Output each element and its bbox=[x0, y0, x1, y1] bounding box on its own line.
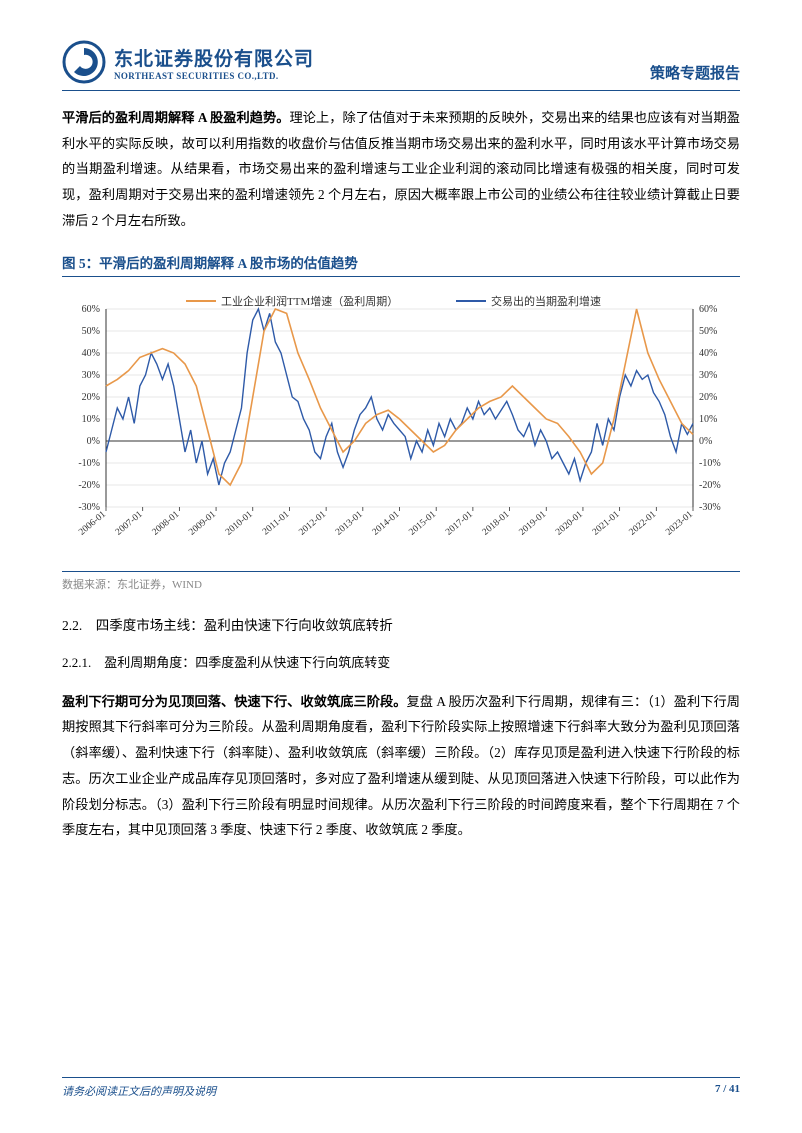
svg-text:20%: 20% bbox=[82, 392, 100, 403]
svg-text:2021-01: 2021-01 bbox=[591, 509, 622, 537]
svg-text:2022-01: 2022-01 bbox=[628, 509, 659, 537]
svg-text:-20%: -20% bbox=[699, 480, 721, 491]
svg-text:2018-01: 2018-01 bbox=[481, 509, 512, 537]
figure5-chart: -30% -30% -20% -20% -10% -10% 0% 0% 10% 10% 20% 20%… bbox=[62, 287, 740, 567]
para1-bold: 平滑后的盈利周期解释 A 股盈利趋势。 bbox=[62, 110, 290, 125]
svg-text:-30%: -30% bbox=[699, 502, 721, 513]
svg-text:2023-01: 2023-01 bbox=[664, 509, 695, 537]
svg-text:-10%: -10% bbox=[78, 458, 100, 469]
svg-text:2007-01: 2007-01 bbox=[114, 509, 145, 537]
report-type-label: 策略专题报告 bbox=[650, 62, 740, 83]
svg-text:2020-01: 2020-01 bbox=[554, 509, 585, 537]
company-logo-icon bbox=[62, 40, 106, 84]
svg-text:0%: 0% bbox=[87, 436, 100, 447]
svg-text:-20%: -20% bbox=[78, 480, 100, 491]
svg-text:2014-01: 2014-01 bbox=[371, 509, 402, 537]
page-footer: 请务必阅读正文后的声明及说明 7 / 41 bbox=[62, 1077, 740, 1099]
svg-text:50%: 50% bbox=[82, 326, 100, 337]
svg-text:-30%: -30% bbox=[78, 502, 100, 513]
footer-disclaimer: 请务必阅读正文后的声明及说明 bbox=[62, 1083, 216, 1099]
svg-text:2013-01: 2013-01 bbox=[334, 509, 365, 537]
section-2-2-1-heading: 2.2.1. 盈利周期角度：四季度盈利从快速下行向筑底转变 bbox=[62, 652, 740, 671]
para2-bold: 盈利下行期可分为见顶回落、快速下行、收敛筑底三阶段。 bbox=[62, 694, 407, 709]
svg-text:60%: 60% bbox=[699, 304, 717, 315]
svg-text:50%: 50% bbox=[699, 326, 717, 337]
svg-text:2009-01: 2009-01 bbox=[187, 509, 218, 537]
svg-text:30%: 30% bbox=[82, 370, 100, 381]
svg-text:0%: 0% bbox=[699, 436, 712, 447]
svg-text:60%: 60% bbox=[82, 304, 100, 315]
svg-text:40%: 40% bbox=[82, 348, 100, 359]
para1-rest: 理论上，除了估值对于未来预期的反映外，交易出来的结果也应该有对当期盈利水平的实际… bbox=[62, 110, 740, 228]
svg-text:2011-01: 2011-01 bbox=[261, 509, 292, 537]
svg-text:10%: 10% bbox=[699, 414, 717, 425]
svg-text:40%: 40% bbox=[699, 348, 717, 359]
company-name-en: NORTHEAST SECURITIES CO.,LTD. bbox=[114, 71, 314, 81]
svg-text:10%: 10% bbox=[82, 414, 100, 425]
paragraph-2: 盈利下行期可分为见顶回落、快速下行、收敛筑底三阶段。复盘 A 股历次盈利下行周期… bbox=[62, 689, 740, 843]
section-2-2-heading: 2.2. 四季度市场主线：盈利由快速下行向收敛筑底转折 bbox=[62, 614, 740, 634]
svg-text:交易出的当期盈利增速: 交易出的当期盈利增速 bbox=[491, 294, 601, 308]
svg-text:2010-01: 2010-01 bbox=[224, 509, 255, 537]
svg-text:2017-01: 2017-01 bbox=[444, 509, 475, 537]
svg-text:2015-01: 2015-01 bbox=[407, 509, 438, 537]
figure5-title: 图 5：平滑后的盈利周期解释 A 股市场的估值趋势 bbox=[62, 252, 740, 277]
para2-rest: 复盘 A 股历次盈利下行周期，规律有三：（1）盈利下行周期按照其下行斜率可分为三… bbox=[62, 694, 740, 838]
svg-text:工业企业利润TTM增速（盈利周期）: 工业企业利润TTM增速（盈利周期） bbox=[221, 294, 398, 308]
svg-text:20%: 20% bbox=[699, 392, 717, 403]
svg-text:2012-01: 2012-01 bbox=[297, 509, 328, 537]
logo-block: 东北证券股份有限公司 NORTHEAST SECURITIES CO.,LTD. bbox=[62, 40, 314, 84]
svg-text:-10%: -10% bbox=[699, 458, 721, 469]
svg-text:2008-01: 2008-01 bbox=[151, 509, 182, 537]
page-header: 东北证券股份有限公司 NORTHEAST SECURITIES CO.,LTD.… bbox=[62, 40, 740, 91]
footer-page-number: 7 / 41 bbox=[715, 1083, 740, 1099]
svg-text:2019-01: 2019-01 bbox=[517, 509, 548, 537]
figure5-source: 数据来源：东北证券，WIND bbox=[62, 571, 740, 592]
paragraph-1: 平滑后的盈利周期解释 A 股盈利趋势。理论上，除了估值对于未来预期的反映外，交易… bbox=[62, 105, 740, 234]
svg-text:2006-01: 2006-01 bbox=[77, 509, 108, 537]
svg-text:30%: 30% bbox=[699, 370, 717, 381]
company-name-cn: 东北证券股份有限公司 bbox=[114, 44, 314, 71]
